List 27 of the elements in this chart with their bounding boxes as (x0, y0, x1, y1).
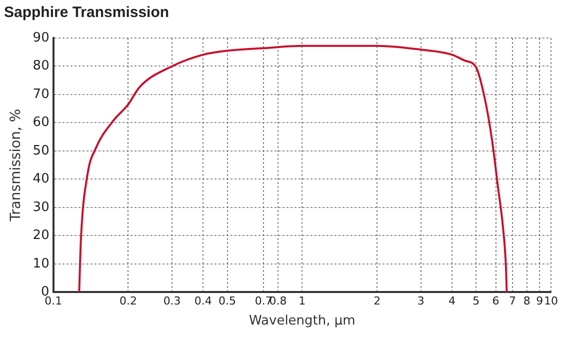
x-tick-label: 0.5 (218, 294, 236, 308)
x-tick-label: 10 (544, 294, 558, 308)
x-tick-label: 8 (523, 294, 530, 308)
x-tick-label: 5 (472, 294, 480, 308)
x-tick-label: 2 (374, 294, 381, 308)
x-tick-label: 9 (536, 294, 544, 308)
y-tick-label: 50 (32, 143, 50, 158)
y-tick-label: 90 (32, 30, 50, 46)
x-tick-label: 0.2 (119, 294, 137, 308)
y-tick-label: 40 (32, 172, 50, 187)
y-tick-label: 20 (32, 228, 50, 244)
x-tick-label: 1 (298, 294, 306, 308)
y-tick-label: 30 (32, 200, 50, 215)
y-tick-label: 10 (32, 256, 50, 272)
x-tick-label: 0.4 (194, 294, 212, 308)
x-tick-label: 7 (508, 294, 516, 308)
x-tick-label: 4 (448, 294, 456, 308)
x-tick-label: 6 (492, 294, 500, 308)
y-tick-label: 80 (32, 58, 50, 74)
x-tick-label: 0.3 (163, 294, 181, 308)
chart-title: Sapphire Transmission (4, 4, 170, 22)
x-tick-label: 3 (417, 294, 424, 308)
x-tick-label: 0.1 (44, 294, 62, 308)
y-tick-label: 60 (32, 115, 50, 130)
y-axis-title: Transmission, % (8, 108, 24, 222)
x-axis-title: Wavelength, μm (249, 314, 356, 329)
y-tick-label: 70 (32, 86, 50, 102)
